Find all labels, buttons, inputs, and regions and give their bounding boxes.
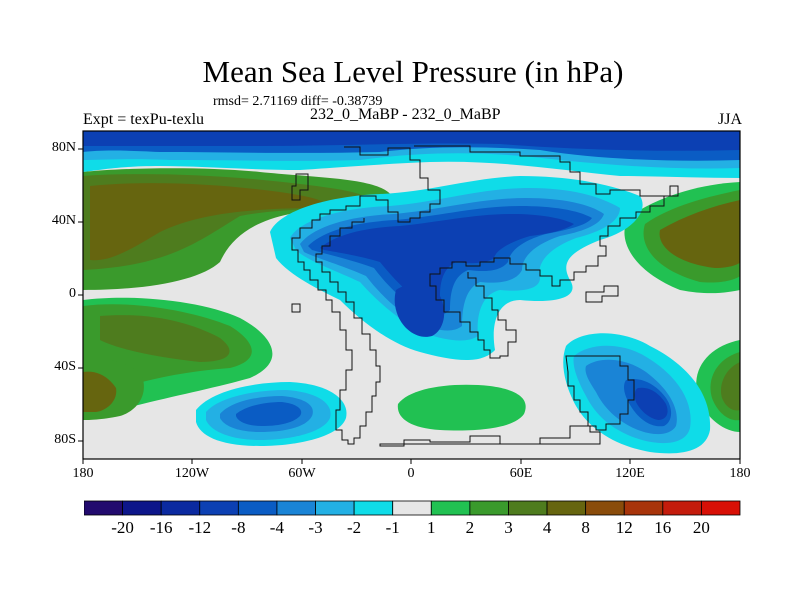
colorbar-swatch (122, 500, 162, 516)
lat-tick-label: 80S (54, 432, 76, 447)
low-central-tail (394, 284, 445, 337)
colorbar-label: -1 (385, 518, 400, 537)
colorbar-swatch (469, 500, 509, 516)
colorbar (84, 500, 741, 516)
colorbar-swatch (623, 500, 664, 516)
colorbar-swatch (662, 500, 702, 516)
greenland-outline (291, 173, 309, 201)
stats-line: rmsd= 2.71169 diff= -0.38739 (213, 94, 383, 109)
colorbar-swatch (701, 500, 741, 516)
australia-outline (565, 355, 635, 431)
colorbar-label: 8 (581, 518, 590, 537)
high-antarctic (397, 384, 526, 431)
high-sw-core (100, 315, 230, 362)
colorbar-label: -3 (308, 518, 323, 537)
high-se-core (720, 362, 740, 411)
high-nw-core (90, 183, 324, 261)
high-sw-edge-core (83, 371, 117, 412)
small-island-outline (291, 303, 301, 313)
colorbar-swatch (84, 500, 123, 516)
colorbar-swatch (508, 500, 548, 516)
colorbar-label: 4 (542, 518, 552, 537)
colorbar-swatch (199, 500, 239, 516)
lon-tick-label: 0 (407, 466, 415, 481)
lon-tick-label: 120E (615, 466, 645, 481)
map-field (83, 131, 740, 459)
colorbar-label: -4 (269, 518, 284, 537)
polar-band-core (83, 131, 740, 151)
lon-tick-label: 180 (729, 466, 751, 481)
season-label: JJA (717, 111, 742, 128)
lat-tick-label: 40S (54, 359, 76, 374)
comparison-label: 232_0_MaBP - 232_0_MaBP (310, 106, 501, 123)
lat-tick-label: 40N (51, 213, 76, 228)
colorbar-swatch (237, 500, 278, 516)
low-io-5 (634, 387, 668, 420)
colorbar-label: -16 (149, 518, 173, 537)
axis-ticks (78, 148, 741, 464)
colorbar-swatch (546, 500, 587, 516)
colorbar-label: 3 (504, 518, 513, 537)
colorbar-label: -12 (188, 518, 212, 537)
colorbar-swatch (430, 500, 471, 516)
high-ne-core (659, 200, 740, 268)
eurasia-africa-outline (414, 145, 679, 359)
colorbar-label: -2 (347, 518, 362, 537)
colorbar-label: 1 (427, 518, 436, 537)
colorbar-label: 16 (654, 518, 672, 537)
colorbar-label: -20 (111, 518, 134, 537)
colorbar-swatch (315, 500, 355, 516)
colorbar-swatch (353, 500, 394, 516)
lon-tick-label: 120W (174, 466, 210, 481)
americas-outline (291, 146, 441, 445)
colorbar-label: 20 (692, 518, 710, 537)
lat-tick-label: 0 (69, 286, 76, 301)
continent-outlines (291, 145, 679, 447)
low-south-60w-4 (236, 402, 302, 426)
experiment-label: Expt = texPu-texlu (83, 111, 205, 128)
lon-tick-label: 60E (509, 466, 533, 481)
antarctica-outline (379, 425, 601, 447)
colorbar-swatch (392, 500, 432, 516)
lon-tick-label: 60W (288, 466, 316, 481)
island-outline (585, 285, 619, 303)
lat-tick-label: 80N (51, 140, 76, 155)
colorbar-label: 12 (615, 518, 633, 537)
plot-title: Mean Sea Level Pressure (in hPa) (202, 54, 624, 89)
colorbar-label: -8 (231, 518, 246, 537)
low-central-5 (320, 214, 574, 302)
colorbar-swatch (160, 500, 201, 516)
lon-tick-label: 180 (72, 466, 94, 481)
colorbar-label: 2 (465, 518, 475, 537)
colorbar-swatch (585, 500, 625, 516)
colorbar-swatch (276, 500, 316, 516)
